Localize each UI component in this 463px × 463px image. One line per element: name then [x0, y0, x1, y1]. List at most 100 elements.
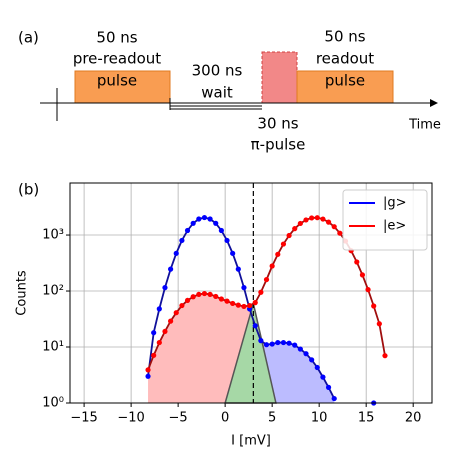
data-point — [168, 266, 174, 272]
data-point — [218, 227, 224, 234]
data-point — [173, 250, 179, 256]
axis-label: Time — [408, 118, 441, 133]
x-tick-label: 5 — [268, 411, 276, 426]
panel-label: (a) — [18, 29, 39, 47]
data-point — [168, 318, 174, 324]
data-point — [241, 303, 247, 310]
data-point — [201, 214, 208, 221]
data-point — [151, 352, 157, 358]
data-point — [196, 291, 202, 298]
data-point — [190, 294, 196, 300]
data-point — [252, 300, 258, 306]
data-point — [269, 263, 275, 269]
data-point — [151, 330, 157, 336]
data-point — [235, 302, 241, 308]
data-point — [263, 276, 270, 283]
pulse-name: pre-readout — [73, 50, 161, 68]
data-point — [241, 285, 247, 291]
legend-label: |e> — [383, 219, 406, 234]
data-point — [275, 251, 281, 257]
data-point — [235, 266, 241, 272]
data-point — [179, 302, 185, 309]
data-point — [297, 220, 303, 227]
data-point — [320, 374, 326, 380]
pulse-box — [296, 70, 394, 104]
data-point — [365, 287, 371, 293]
data-point — [207, 216, 213, 222]
timing-diagram: (a) 50 ns pre-readout pulse 300 ns wait … — [18, 28, 441, 154]
fill-area — [148, 293, 254, 403]
data-point — [156, 339, 162, 346]
data-point — [303, 351, 309, 357]
data-point — [286, 340, 292, 346]
data-point — [224, 237, 230, 244]
data-point — [269, 341, 275, 347]
data-point — [371, 303, 377, 309]
data-point — [258, 338, 264, 344]
data-point — [224, 298, 230, 304]
data-point — [230, 250, 236, 256]
duration: 50 ns — [324, 28, 365, 46]
data-point — [292, 226, 298, 232]
data-point — [218, 296, 224, 302]
pi-pulse-box — [261, 51, 298, 104]
y-axis-label: Counts — [15, 270, 30, 316]
pulse-box — [74, 70, 171, 104]
data-point — [337, 230, 343, 236]
y-tick-label: 10² — [42, 284, 64, 299]
data-point — [156, 306, 162, 312]
data-point — [162, 285, 168, 291]
data-point — [252, 323, 258, 329]
data-point — [145, 373, 151, 379]
duration: 30 ns — [257, 115, 298, 133]
duration: 50 ns — [96, 29, 137, 47]
data-point — [359, 272, 366, 278]
data-point — [292, 342, 298, 348]
data-point — [230, 300, 236, 307]
fill-area — [253, 303, 335, 403]
data-point — [320, 216, 326, 222]
data-point — [258, 289, 264, 295]
x-tick-label: −5 — [169, 411, 188, 426]
data-point — [275, 339, 281, 346]
x-tick-label: −15 — [70, 411, 97, 426]
axes-frame — [69, 182, 433, 404]
data-point — [314, 364, 320, 371]
data-point — [263, 342, 270, 348]
data-point — [280, 339, 287, 346]
pulse-name: π-pulse — [251, 136, 306, 154]
data-point — [331, 224, 337, 230]
data-point — [213, 293, 219, 300]
data-point — [145, 367, 151, 373]
data-point — [309, 357, 315, 363]
pulse-name: readout — [316, 50, 374, 68]
data-point — [331, 395, 337, 402]
y-tick-label: 10¹ — [42, 340, 64, 355]
x-tick-label: 15 — [358, 411, 375, 426]
data-point — [280, 241, 287, 247]
data-point — [184, 297, 191, 304]
data-point — [190, 220, 196, 226]
data-point — [309, 215, 315, 221]
wait-label: wait — [201, 84, 233, 102]
data-point — [196, 216, 202, 222]
data-point — [314, 215, 320, 221]
data-point — [207, 291, 213, 298]
data-point — [354, 259, 360, 265]
legend-box — [342, 189, 428, 251]
y-tick-label: 10⁰ — [42, 396, 64, 411]
data-point — [325, 219, 332, 225]
data-point — [286, 232, 292, 239]
legend-label: |g> — [383, 196, 407, 211]
data-point — [173, 310, 179, 316]
x-tick-label: −10 — [117, 411, 144, 426]
panel-label: (b) — [18, 181, 39, 199]
x-tick-label: 0 — [221, 411, 229, 426]
data-point — [297, 346, 303, 352]
data-point — [213, 220, 219, 226]
pulse-label: pulse — [97, 72, 137, 90]
data-point — [179, 237, 185, 244]
x-tick-label: 10 — [311, 411, 328, 426]
data-point — [382, 353, 388, 359]
